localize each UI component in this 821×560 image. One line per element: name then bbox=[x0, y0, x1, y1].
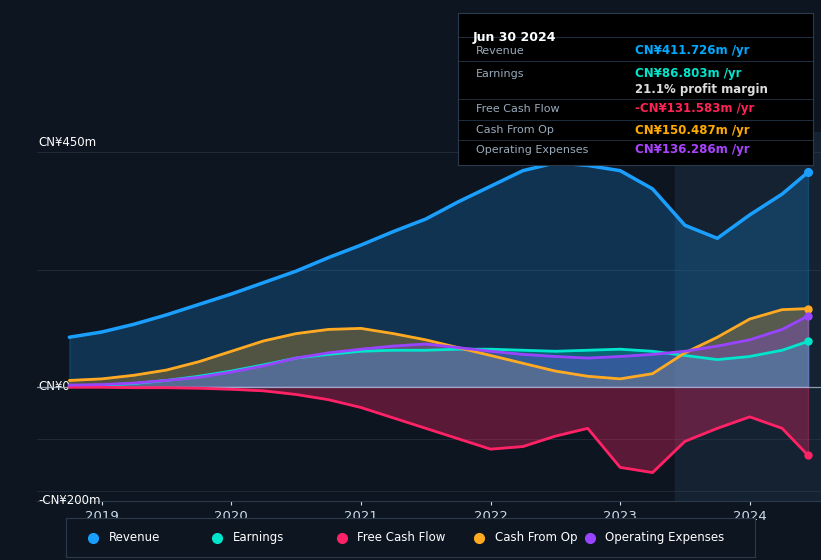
Text: Operating Expenses: Operating Expenses bbox=[605, 531, 724, 544]
Bar bbox=[675, 132, 821, 501]
Text: -CN¥131.583m /yr: -CN¥131.583m /yr bbox=[635, 102, 754, 115]
Text: Cash From Op: Cash From Op bbox=[476, 125, 553, 135]
Text: CN¥0: CN¥0 bbox=[39, 380, 71, 393]
Text: CN¥86.803m /yr: CN¥86.803m /yr bbox=[635, 67, 742, 80]
Text: CN¥136.286m /yr: CN¥136.286m /yr bbox=[635, 143, 750, 156]
Text: Revenue: Revenue bbox=[476, 46, 525, 56]
Text: Free Cash Flow: Free Cash Flow bbox=[356, 531, 445, 544]
Text: Earnings: Earnings bbox=[232, 531, 284, 544]
Text: Jun 30 2024: Jun 30 2024 bbox=[472, 31, 556, 44]
Text: Cash From Op: Cash From Op bbox=[494, 531, 577, 544]
Text: CN¥450m: CN¥450m bbox=[39, 136, 97, 149]
Text: 21.1% profit margin: 21.1% profit margin bbox=[635, 82, 768, 96]
Text: Operating Expenses: Operating Expenses bbox=[476, 145, 588, 155]
Text: Revenue: Revenue bbox=[108, 531, 160, 544]
Text: CN¥150.487m /yr: CN¥150.487m /yr bbox=[635, 124, 750, 137]
Text: CN¥411.726m /yr: CN¥411.726m /yr bbox=[635, 44, 750, 58]
Text: Earnings: Earnings bbox=[476, 69, 525, 79]
Text: -CN¥200m: -CN¥200m bbox=[39, 494, 101, 507]
Text: Free Cash Flow: Free Cash Flow bbox=[476, 104, 559, 114]
